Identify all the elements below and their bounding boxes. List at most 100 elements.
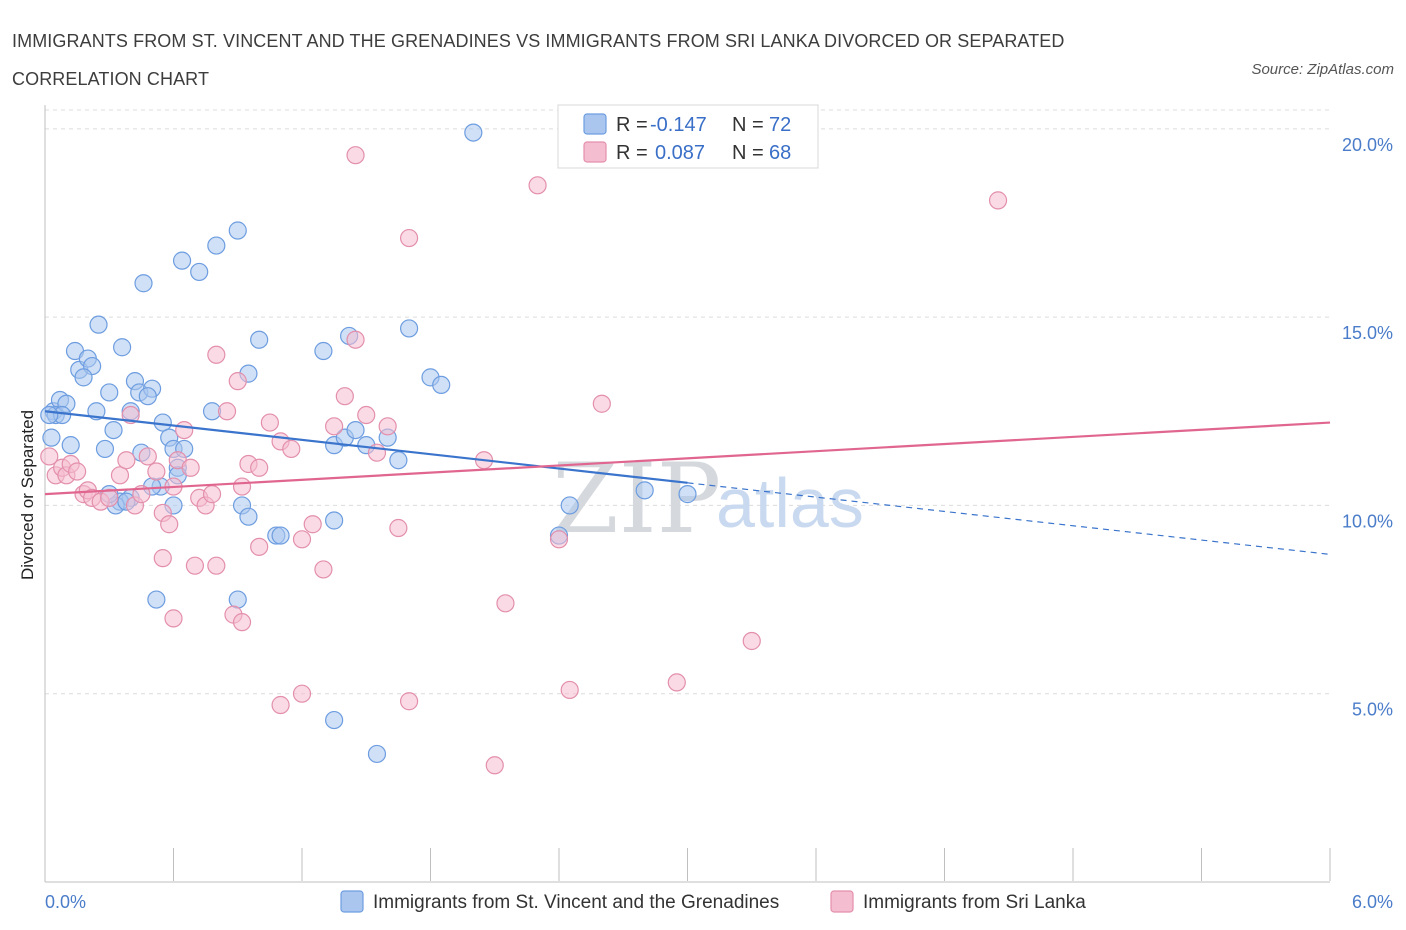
chart-source: Source: ZipAtlas.com [1251, 61, 1394, 78]
legend-bottom: Immigrants from St. Vincent and the Gren… [340, 890, 1086, 913]
bottom-legend-label-pink: Immigrants from Sri Lanka [863, 892, 1086, 913]
point-pink-67 [549, 530, 569, 549]
point-blue-62 [464, 123, 483, 142]
point-blue-40 [190, 262, 209, 282]
bottom-legend-swatch-pink [830, 890, 854, 913]
point-pink-47 [346, 146, 365, 165]
bottom-legend-swatch-blue [340, 890, 364, 913]
point-pink-36 [292, 530, 312, 549]
point-pink-5 [68, 462, 87, 481]
legend-r-value-blue: -0.147 [650, 114, 707, 136]
axes [44, 105, 1331, 883]
point-blue-70 [367, 744, 387, 764]
point-blue-68 [228, 590, 247, 609]
point-blue-58 [389, 451, 408, 470]
series-pink-points [40, 146, 1008, 775]
point-pink-54 [742, 631, 761, 651]
point-blue-65 [678, 485, 697, 504]
point-pink-19 [160, 515, 179, 534]
point-pink-60 [232, 613, 252, 632]
point-pink-39 [325, 417, 344, 436]
point-pink-53 [667, 673, 686, 692]
point-blue-38 [134, 274, 153, 293]
point-pink-46 [399, 228, 419, 248]
point-blue-42 [228, 221, 247, 240]
point-blue-55 [325, 511, 344, 530]
bottom-legend-label-blue: Immigrants from St. Vincent and the Gren… [373, 892, 779, 913]
point-pink-28 [217, 402, 237, 421]
point-pink-23 [181, 458, 200, 477]
y-tick-label-0: 5.0% [1352, 700, 1393, 720]
point-blue-53 [346, 420, 365, 440]
point-blue-61 [432, 375, 451, 395]
point-pink-30 [232, 477, 252, 496]
point-pink-52 [592, 394, 611, 413]
trend-line-pink [44, 421, 1331, 496]
point-blue-41 [207, 236, 226, 255]
legend-n-label-pink: N = [732, 142, 764, 164]
point-pink-66 [250, 537, 269, 556]
y-tick-label-3: 20.0% [1342, 135, 1393, 155]
point-pink-42 [357, 405, 376, 425]
point-blue-14 [100, 383, 119, 402]
point-pink-44 [378, 417, 397, 436]
point-blue-11 [74, 368, 93, 387]
point-blue-46 [239, 507, 258, 526]
x-tick-label-0: 0.0% [45, 892, 86, 912]
legend-n-value-blue: 72 [769, 114, 791, 136]
legend-r-label-pink: R = [616, 142, 648, 164]
point-pink-61 [164, 609, 183, 628]
point-blue-6 [61, 436, 80, 455]
point-pink-62 [271, 695, 290, 715]
trend-line-blue [44, 410, 688, 484]
legend-n-value-pink: 68 [769, 142, 791, 164]
point-blue-15 [104, 420, 123, 440]
point-blue-64 [635, 481, 654, 500]
point-pink-29 [228, 372, 247, 391]
point-blue-63 [560, 496, 579, 515]
point-pink-64 [399, 692, 419, 711]
point-blue-49 [250, 330, 269, 349]
point-pink-35 [282, 439, 301, 459]
point-pink-57 [185, 556, 205, 575]
point-pink-0 [40, 447, 59, 466]
point-blue-50 [314, 341, 333, 361]
point-pink-63 [292, 684, 312, 703]
series-blue-points [40, 123, 697, 764]
point-pink-58 [207, 556, 226, 575]
point-pink-56 [153, 549, 172, 568]
point-pink-33 [260, 413, 279, 432]
point-pink-16 [138, 447, 157, 466]
point-pink-45 [389, 518, 408, 538]
watermark: ZIP atlas [552, 443, 864, 555]
point-pink-11 [110, 466, 130, 485]
point-blue-69 [325, 710, 344, 730]
point-pink-41 [346, 330, 365, 349]
y-tick-label-2: 15.0% [1342, 323, 1393, 343]
legend-r-label-blue: R = [616, 114, 648, 136]
point-pink-12 [117, 451, 136, 470]
watermark-atlas: atlas [716, 464, 864, 542]
point-pink-49 [496, 594, 515, 613]
chart-title: IMMIGRANTS FROM ST. VINCENT AND THE GREN… [12, 31, 1065, 89]
point-blue-39 [172, 251, 192, 270]
trend-line-blue-extension [687, 482, 1331, 555]
x-tick-label-1: 6.0% [1352, 892, 1393, 912]
point-pink-10 [100, 488, 119, 507]
point-pink-26 [202, 485, 222, 504]
point-pink-55 [988, 191, 1008, 210]
point-blue-48 [271, 526, 290, 545]
point-blue-71 [40, 405, 59, 425]
watermark-zip: ZIP [552, 443, 721, 555]
point-pink-65 [485, 756, 504, 775]
point-blue-67 [147, 590, 166, 609]
point-pink-32 [250, 458, 269, 477]
point-pink-40 [335, 387, 354, 406]
legend-r-value-pink: 0.087 [655, 142, 705, 164]
point-pink-51 [560, 680, 579, 700]
y-tick-label-1: 10.0% [1342, 511, 1393, 531]
legend-swatch-pink [583, 141, 607, 163]
point-pink-38 [314, 560, 333, 579]
y-axis-label: Divorced or Separated [18, 410, 37, 580]
